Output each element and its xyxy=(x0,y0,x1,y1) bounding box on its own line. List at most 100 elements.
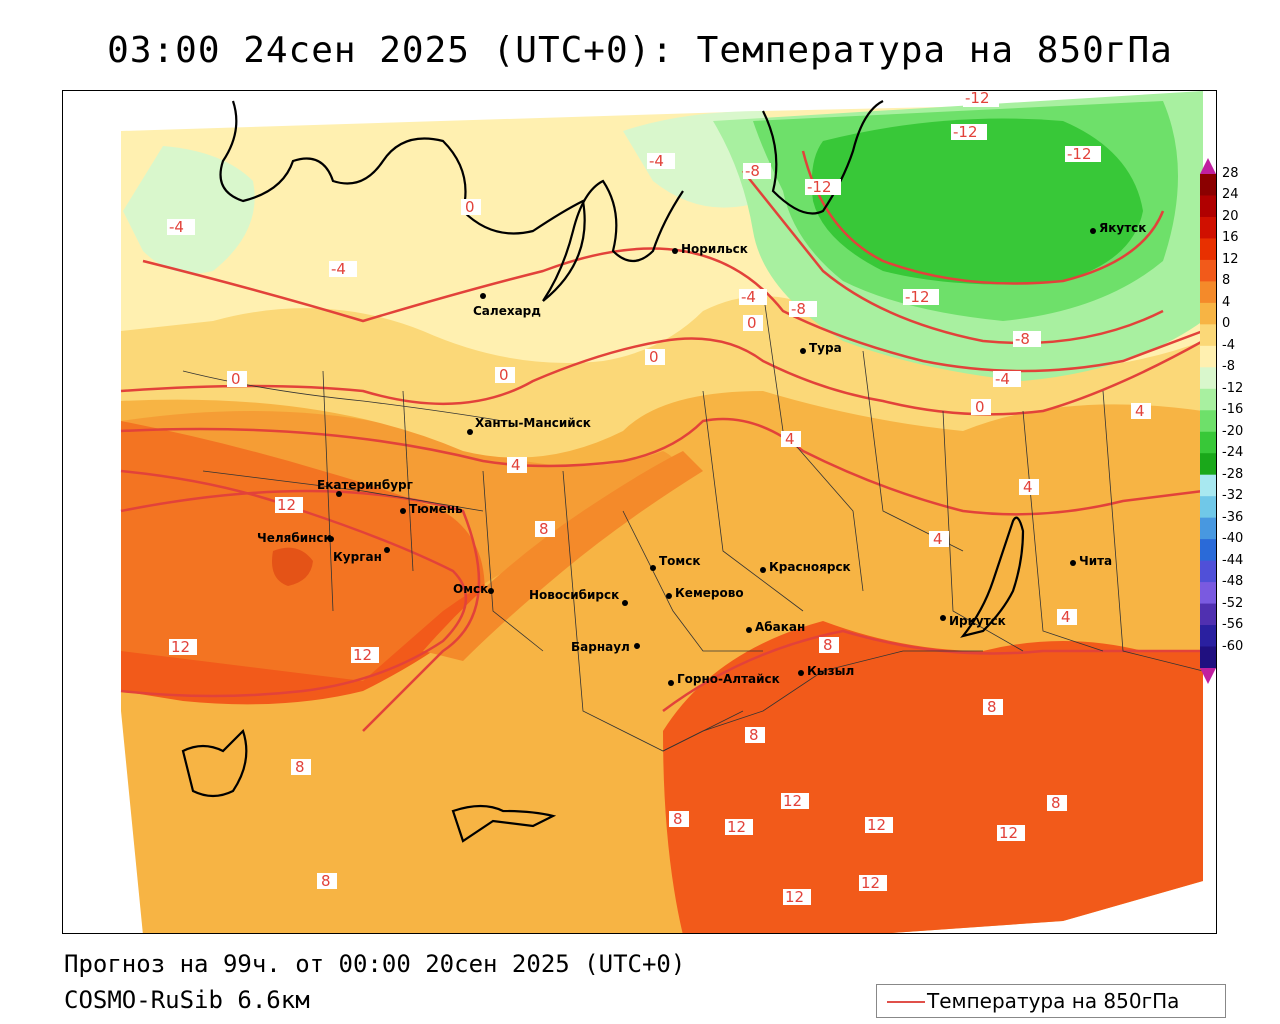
city-norilsk: Норильск xyxy=(672,242,748,256)
contour-label: 0 xyxy=(227,370,247,388)
legend-line-swatch xyxy=(887,1001,925,1003)
colorbar-tick-label: -44 xyxy=(1222,552,1244,568)
svg-text:Новосибирск: Новосибирск xyxy=(529,588,619,602)
svg-text:-12: -12 xyxy=(905,288,930,306)
city-kyzyl: Кызыл xyxy=(798,664,854,678)
contour-label: -4 xyxy=(993,370,1021,388)
svg-text:0: 0 xyxy=(649,348,659,366)
isotherm-neg8 xyxy=(742,170,1164,345)
city-tura: Тура xyxy=(800,341,842,355)
colorbar-tick-label: -24 xyxy=(1222,445,1244,461)
svg-text:4: 4 xyxy=(933,530,943,548)
colorbar-tick-label: -52 xyxy=(1222,595,1244,611)
city-omsk: Омск xyxy=(453,582,494,596)
contour-label: 12 xyxy=(781,792,809,810)
svg-text:Кемерово: Кемерово xyxy=(675,586,744,600)
svg-text:-4: -4 xyxy=(331,260,346,278)
contour-label: -12 xyxy=(1065,145,1101,163)
contour-label: 4 xyxy=(1019,478,1039,496)
colorbar-tick-label: 8 xyxy=(1222,273,1231,289)
svg-text:8: 8 xyxy=(749,726,759,744)
contour-label: 12 xyxy=(169,638,197,656)
svg-text:Абакан: Абакан xyxy=(755,620,805,634)
svg-text:12: 12 xyxy=(727,818,746,836)
svg-text:-4: -4 xyxy=(649,152,664,170)
colorbar-tick-label: -56 xyxy=(1222,617,1244,633)
contour-label: 0 xyxy=(971,398,991,416)
isotherm-lines xyxy=(120,150,1204,732)
contour-label: -8 xyxy=(743,162,771,180)
city-yakutsk: Якутск xyxy=(1090,221,1146,235)
colorbar-tick-label: 16 xyxy=(1222,230,1239,246)
lake-baikal xyxy=(960,516,1025,638)
colorbar xyxy=(1198,158,1278,688)
isotherm-4 xyxy=(120,417,1204,516)
colorbar-swatch xyxy=(1200,410,1216,433)
isotherm-12 xyxy=(120,469,468,698)
city-tomsk: Томск xyxy=(650,554,701,571)
svg-text:-4: -4 xyxy=(741,288,756,306)
city-kurgan: Курган xyxy=(333,547,390,564)
contour-label: 12 xyxy=(865,816,893,834)
svg-text:Омск: Омск xyxy=(453,582,488,596)
city-gorno-altaysk: Горно-Алтайск xyxy=(668,672,780,686)
svg-text:Челябинск: Челябинск xyxy=(257,531,332,545)
temperature-map: -12 -12 -12 -12 -12 -8 -8 -8 -4 -4 -4 -4… xyxy=(62,90,1217,934)
contour-label: -4 xyxy=(329,260,357,278)
contour-label-group: -12 -12 -12 -12 -12 -8 -8 -8 -4 -4 -4 -4… xyxy=(167,91,1151,906)
colorbar-tick-label: -8 xyxy=(1222,359,1235,375)
city-chita: Чита xyxy=(1070,554,1112,568)
colorbar-tick-label: -12 xyxy=(1222,380,1244,396)
colorbar-tick-label: 12 xyxy=(1222,251,1239,267)
colorbar-swatch xyxy=(1200,281,1216,304)
contour-label: -8 xyxy=(789,300,817,318)
colorbar-tick-label: -60 xyxy=(1222,638,1244,654)
svg-text:Барнаул: Барнаул xyxy=(571,640,630,654)
svg-text:Тюмень: Тюмень xyxy=(409,502,463,516)
colorbar-swatch xyxy=(1200,324,1216,347)
isotherm-neg4 xyxy=(142,247,1204,373)
contour-label: 12 xyxy=(275,496,303,514)
svg-text:12: 12 xyxy=(867,816,886,834)
svg-text:12: 12 xyxy=(999,824,1018,842)
colorbar-bottom-arrow xyxy=(1200,668,1216,684)
contour-label: 8 xyxy=(745,726,765,744)
svg-text:Норильск: Норильск xyxy=(681,242,748,256)
colorbar-swatch xyxy=(1200,238,1216,261)
svg-text:12: 12 xyxy=(783,792,802,810)
contour-label: -12 xyxy=(951,123,987,141)
city-salekhard: Салехард xyxy=(473,293,541,318)
svg-text:Чита: Чита xyxy=(1079,554,1112,568)
svg-text:Томск: Томск xyxy=(659,554,701,568)
contour-label: 8 xyxy=(317,872,337,890)
svg-text:0: 0 xyxy=(465,198,475,216)
city-novosibirsk: Новосибирск xyxy=(529,588,628,606)
contour-label: 12 xyxy=(859,874,887,892)
city-khanty-mansiysk: Ханты-Мансийск xyxy=(467,416,591,435)
svg-text:0: 0 xyxy=(747,314,757,332)
city-barnaul: Барнаул xyxy=(571,640,640,654)
svg-text:-12: -12 xyxy=(965,91,990,107)
svg-text:-8: -8 xyxy=(1015,330,1030,348)
svg-text:-8: -8 xyxy=(791,300,806,318)
city-chelyabinsk: Челябинск xyxy=(257,531,334,545)
colorbar-swatch xyxy=(1200,646,1216,669)
city-kemerovo: Кемерово xyxy=(666,586,744,600)
city-krasnoyarsk: Красноярск xyxy=(760,560,851,574)
colorbar-tick-label: 4 xyxy=(1222,294,1231,310)
colorbar-swatch xyxy=(1200,603,1216,626)
legend-label: Температура на 850гПа xyxy=(927,989,1180,1013)
svg-text:Екатеринбург: Екатеринбург xyxy=(317,478,413,492)
contour-label: 0 xyxy=(461,198,481,216)
colorbar-tick-label: -16 xyxy=(1222,402,1244,418)
colorbar-tick-label: 0 xyxy=(1222,316,1231,332)
svg-text:0: 0 xyxy=(499,366,509,384)
forecast-info: Прогноз на 99ч. от 00:00 20сен 2025 (UTC… xyxy=(64,950,686,978)
contour-label: 4 xyxy=(507,456,527,474)
isotherm-0 xyxy=(120,337,1204,416)
svg-text:12: 12 xyxy=(785,888,804,906)
svg-text:Якутск: Якутск xyxy=(1099,221,1146,235)
contour-label: 8 xyxy=(669,810,689,828)
svg-text:0: 0 xyxy=(975,398,985,416)
svg-text:-4: -4 xyxy=(995,370,1010,388)
